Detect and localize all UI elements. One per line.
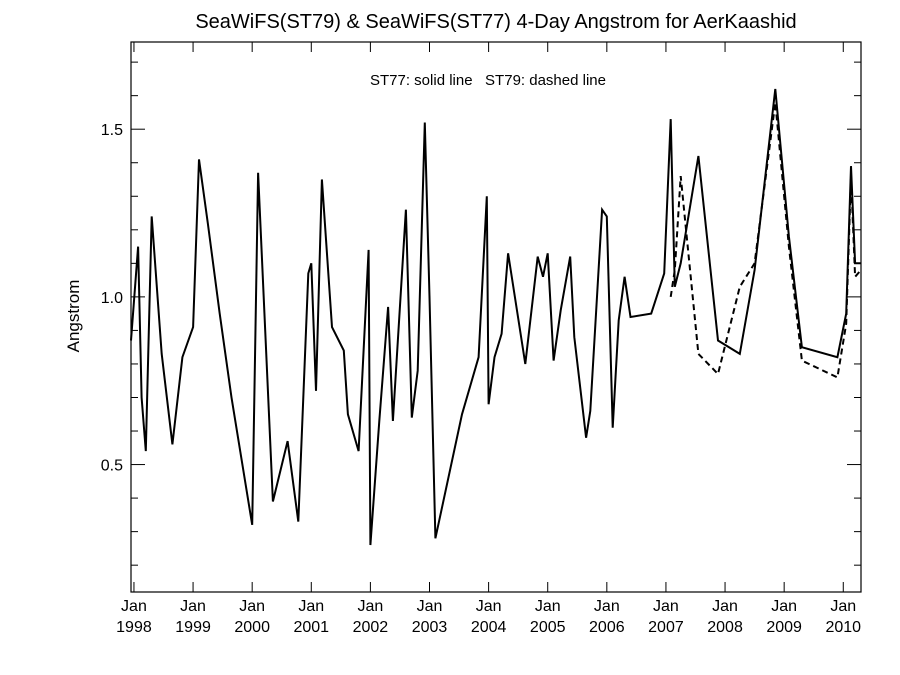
- x-tick-month-label: Jan: [594, 598, 620, 615]
- x-tick-month-label: Jan: [771, 598, 797, 615]
- x-tick-month-label: Jan: [180, 598, 206, 615]
- x-tick-year-label: 2007: [648, 619, 684, 636]
- x-tick-year-label: 2004: [471, 619, 507, 636]
- x-tick-year-label: 2010: [825, 619, 861, 636]
- x-tick-year-label: 2006: [589, 619, 625, 636]
- x-tick-month-label: Jan: [653, 598, 679, 615]
- plot-frame: [130, 41, 862, 593]
- x-tick-month-label: Jan: [298, 598, 324, 615]
- x-tick-month-label: Jan: [476, 598, 502, 615]
- series-line-st77: [130, 88, 861, 546]
- x-tick-month-label: Jan: [239, 598, 265, 615]
- x-tick-month-label: Jan: [830, 598, 856, 615]
- x-tick-month-label: Jan: [357, 598, 383, 615]
- y-tick-label: 1.5: [101, 122, 123, 139]
- x-tick-year-label: 1998: [116, 619, 152, 636]
- axis-ticks: [131, 42, 861, 592]
- y-tick-label: 1.0: [101, 290, 123, 307]
- x-tick-year-label: 2001: [293, 619, 329, 636]
- x-tick-year-label: 2005: [530, 619, 566, 636]
- x-tick-year-label: 2003: [412, 619, 448, 636]
- series-line-st79: [669, 102, 862, 379]
- tick-labels: 0.5 1.0 1.5 Jan 1998 Jan 1999 Jan 2000 Jan 2001 Jan…: [101, 122, 861, 636]
- x-tick-month-label: Jan: [417, 598, 443, 615]
- chart-title: SeaWiFS(ST79) & SeaWiFS(ST77) 4-Day Angs…: [195, 11, 796, 33]
- series-layer: [130, 88, 862, 546]
- x-tick-year-label: 1999: [175, 619, 211, 636]
- y-tick-label: 0.5: [101, 458, 123, 475]
- x-tick-year-label: 2008: [707, 619, 743, 636]
- x-tick-month-label: Jan: [121, 598, 147, 615]
- x-tick-month-label: Jan: [712, 598, 738, 615]
- x-tick-year-label: 2009: [766, 619, 802, 636]
- legend-annotation: ST77: solid line ST79: dashed line: [370, 72, 606, 89]
- x-tick-year-label: 2000: [234, 619, 270, 636]
- x-tick-year-label: 2002: [353, 619, 389, 636]
- x-tick-month-label: Jan: [535, 598, 561, 615]
- y-axis-label: Angstrom: [64, 280, 83, 353]
